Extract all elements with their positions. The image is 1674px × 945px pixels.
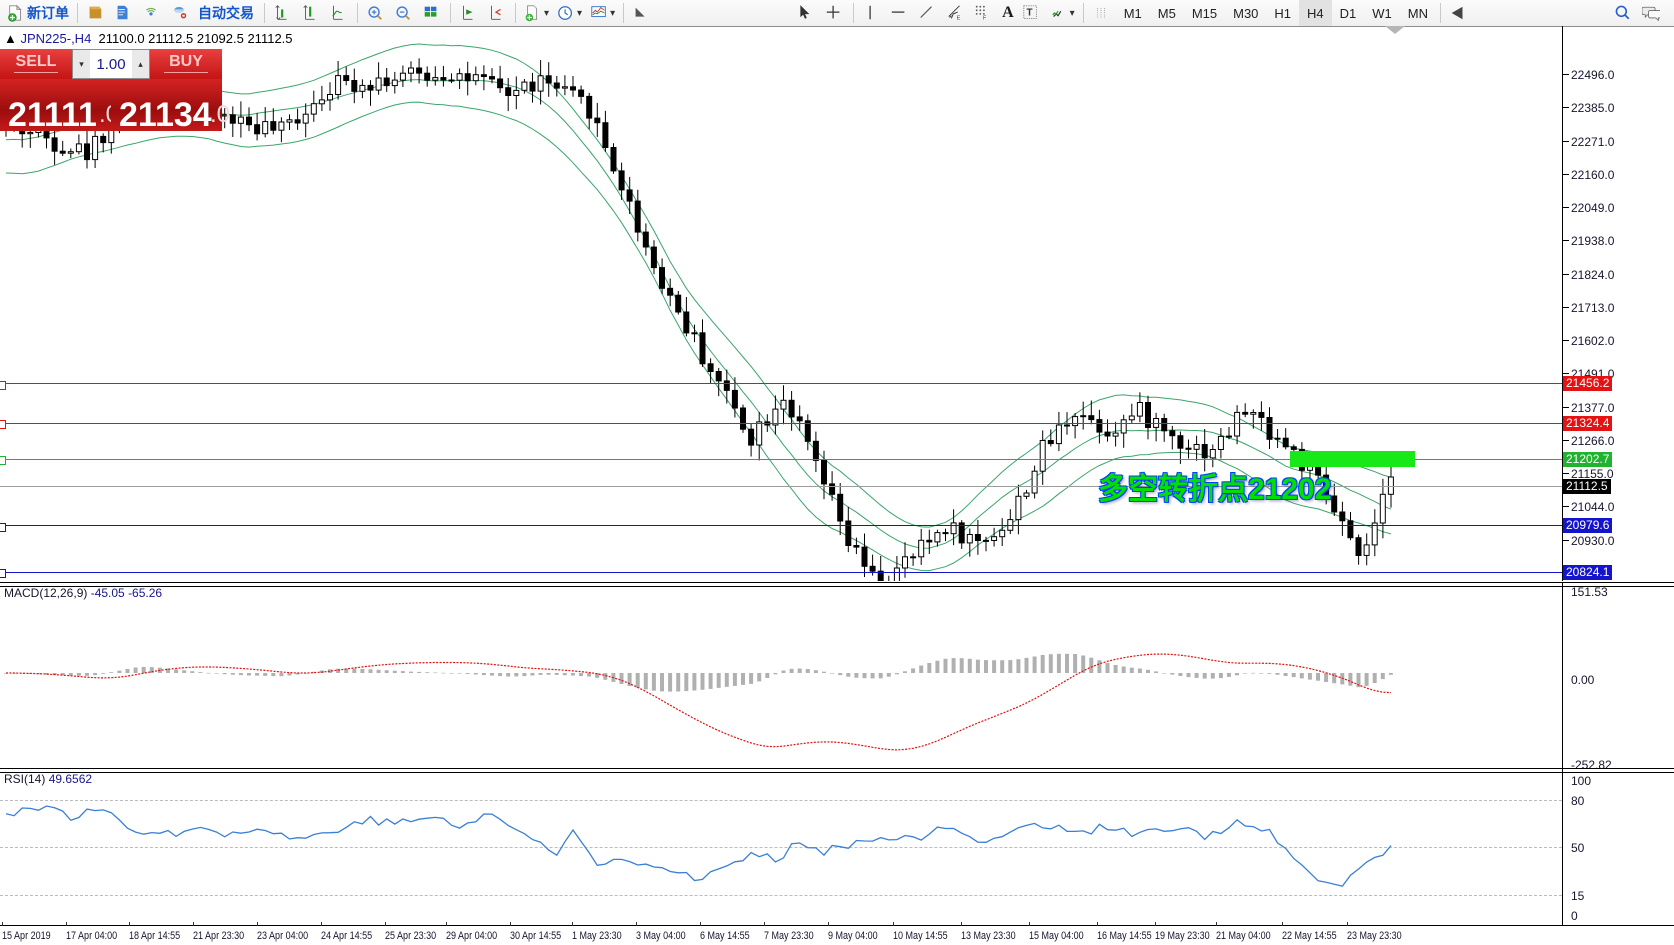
svg-text:F: F [983,15,987,21]
svg-text:E: E [957,15,961,21]
svg-text:T: T [1026,8,1032,19]
